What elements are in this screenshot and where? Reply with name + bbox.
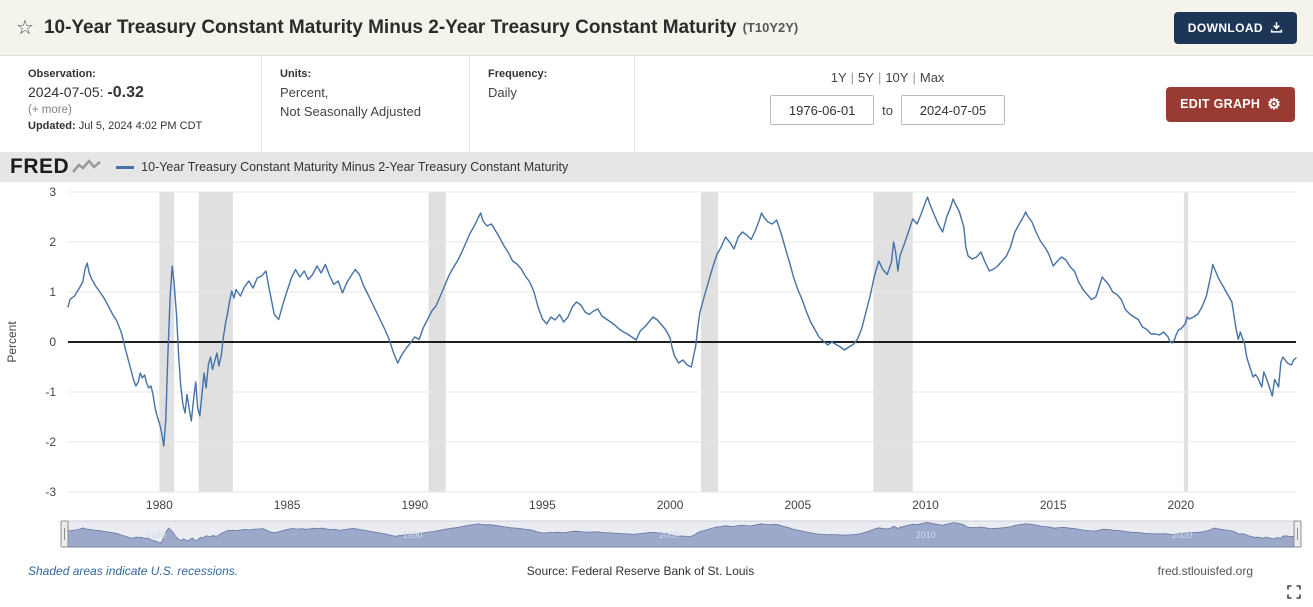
units-line1: Percent, [280, 85, 329, 100]
y-tick-label: 3 [49, 185, 56, 199]
x-tick-label: 2020 [1167, 498, 1194, 512]
series-line [67, 196, 1297, 447]
range-link-max[interactable]: Max [919, 70, 945, 85]
navigator-tick-label: 2020 [1172, 530, 1192, 540]
frequency-value: Daily [488, 85, 517, 100]
legend-item[interactable]: 10-Year Treasury Constant Maturity Minus… [116, 160, 568, 174]
main-chart[interactable]: 3 2 1 0 -1 -2 -3 1980 1985 1990 1995 2000 2005 2010 20… [0, 182, 1313, 514]
observation-date: 2024-07-05: [28, 84, 104, 100]
download-icon [1270, 22, 1283, 33]
source-text: Source: Federal Reserve Bank of St. Loui… [526, 564, 755, 578]
navigator-handle-left[interactable] [60, 520, 69, 548]
y-tick-label: 2 [49, 235, 56, 249]
x-tick-label: 2005 [784, 498, 811, 512]
updated-value: Jul 5, 2024 4:02 PM CDT [78, 120, 203, 132]
download-button-label: DOWNLOAD [1187, 20, 1263, 35]
navigator-handle-right[interactable] [1293, 520, 1302, 548]
edit-graph-button[interactable]: EDIT GRAPH ⚙ [1166, 86, 1295, 122]
navigator-tick-label: 1990 [402, 530, 422, 540]
frequency-block: Frequency: Daily [470, 56, 635, 152]
end-date-input[interactable] [901, 95, 1005, 125]
y-tick-label: 1 [49, 285, 56, 299]
observation-block: Observation: 2024-07-05: -0.32 (+ more) … [0, 56, 262, 152]
fred-logo-graph-icon [72, 159, 101, 173]
range-links: 1Y | 5Y | 10Y | Max [830, 70, 945, 85]
navigator[interactable]: 1980 1990 2000 2010 2020 [0, 520, 1313, 548]
y-axis-title: Percent [5, 321, 19, 363]
x-tick-label: 1995 [529, 498, 556, 512]
recession-note-link[interactable]: Shaded areas indicate U.S. recessions. [28, 564, 239, 578]
x-tick-label: 2015 [1040, 498, 1067, 512]
navigator-tick-label: 2000 [659, 530, 679, 540]
favorite-star-icon[interactable]: ☆ [16, 17, 34, 39]
observation-label: Observation: [28, 68, 96, 80]
edit-graph-label: EDIT GRAPH [1180, 97, 1261, 111]
site-url: fred.stlouisfed.org [1157, 564, 1253, 578]
series-id: (T10Y2Y) [742, 20, 799, 35]
fred-logo[interactable]: FRED [10, 155, 102, 179]
navigator-area [63, 521, 1299, 548]
range-link-5y[interactable]: 5Y [858, 70, 874, 85]
navigator-tick-label: 2010 [916, 530, 936, 540]
x-tick-label: 2010 [912, 498, 939, 512]
chart-header-strip: FRED 10-Year Treasury Constant Maturity … [0, 152, 1313, 182]
units-block: Units: Percent, Not Seasonally Adjusted [262, 56, 470, 152]
legend-line-swatch [116, 165, 135, 169]
fullscreen-icon[interactable] [1287, 585, 1301, 599]
units-line2: Not Seasonally Adjusted [280, 103, 421, 119]
observation-value: -0.32 [107, 84, 144, 101]
x-tick-label: 1990 [401, 498, 428, 512]
range-link-10y[interactable]: 10Y [885, 70, 909, 85]
y-tick-label: -3 [45, 485, 56, 499]
title-bar: ☆ 10-Year Treasury Constant Maturity Min… [0, 0, 1313, 56]
x-tick-label: 2000 [657, 498, 684, 512]
date-to-label: to [882, 102, 893, 118]
gear-icon: ⚙ [1267, 95, 1281, 113]
more-link[interactable]: (+ more) [28, 104, 72, 116]
frequency-label: Frequency: [488, 68, 548, 80]
footer: Shaded areas indicate U.S. recessions. S… [0, 548, 1313, 607]
range-link-1y[interactable]: 1Y [830, 70, 847, 85]
y-tick-label: 0 [49, 335, 56, 349]
legend-label: 10-Year Treasury Constant Maturity Minus… [141, 160, 569, 174]
navigator-tick-label: 1980 [146, 530, 166, 540]
x-tick-label: 1980 [146, 498, 173, 512]
start-date-input[interactable] [770, 95, 875, 125]
units-label: Units: [280, 68, 312, 80]
x-tick-label: 1985 [274, 498, 301, 512]
y-tick-label: -2 [45, 435, 56, 449]
y-tick-label: -1 [45, 385, 56, 399]
info-bar: Observation: 2024-07-05: -0.32 (+ more) … [0, 56, 1313, 152]
download-button[interactable]: DOWNLOAD [1173, 11, 1297, 44]
updated-label: Updated: [28, 120, 76, 132]
fred-logo-text: FRED [10, 155, 70, 178]
date-range-block: 1Y|5Y|10Y|Max to [770, 56, 1005, 152]
page-title: 10-Year Treasury Constant Maturity Minus… [43, 16, 737, 38]
